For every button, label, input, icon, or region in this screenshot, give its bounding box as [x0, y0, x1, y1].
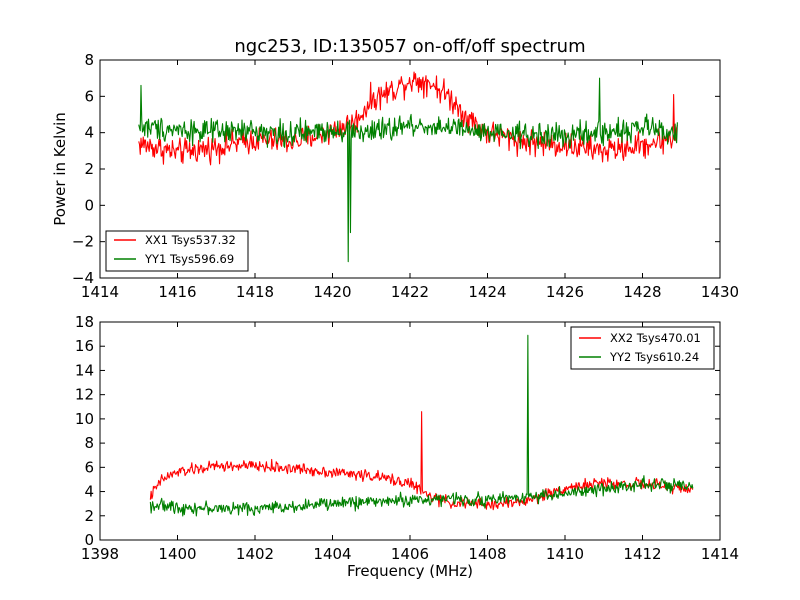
top-y-tick-label: 2: [84, 160, 94, 178]
top-y-tick-label: 6: [84, 87, 94, 105]
bottom-y-tick-label: 14: [75, 361, 94, 379]
bottom-x-tick-label: 1408: [468, 545, 506, 563]
bottom-x-tick-label: 1412: [623, 545, 661, 563]
bottom-legend-box: [570, 326, 715, 370]
bottom-y-tick-label: 10: [75, 410, 94, 428]
top-ylabel: Power in Kelvin: [51, 112, 69, 226]
bottom-y-tick-label: 16: [75, 337, 94, 355]
top-x-tick-label: 1418: [236, 283, 274, 301]
top-y-tick-label: 0: [84, 196, 94, 214]
bottom-series-line-xx: [149, 411, 694, 511]
top-y-tick-label: −4: [72, 269, 94, 287]
bottom-x-tick-label: 1402: [236, 545, 274, 563]
bottom-x-tick-label: 1400: [158, 545, 196, 563]
bottom-spectrum-panel: Frequency (MHz) XX2 Tsys470.01 YY2 Tsys6…: [75, 313, 739, 580]
top-legend-box: [105, 230, 249, 272]
bottom-legend-label-yy2: YY2 Tsys610.24: [609, 350, 699, 364]
top-legend: XX1 Tsys537.32 YY1 Tsys596.69: [105, 230, 249, 272]
bottom-y-tick-label: 6: [84, 458, 94, 476]
top-x-tick-label: 1426: [546, 283, 584, 301]
bottom-y-tick-label: 0: [84, 531, 94, 549]
bottom-y-tick-label: 8: [84, 434, 94, 452]
bottom-xlabel: Frequency (MHz): [347, 562, 473, 580]
bottom-x-tick-label: 1406: [391, 545, 429, 563]
bottom-plot-area: [149, 334, 694, 517]
top-legend-label-xx1: XX1 Tsys537.32: [145, 233, 236, 247]
bottom-legend-label-xx2: XX2 Tsys470.01: [610, 331, 701, 345]
top-legend-label-yy1: YY1 Tsys596.69: [144, 252, 234, 266]
top-plot-area: [138, 71, 678, 263]
bottom-y-tick-label: 12: [75, 386, 94, 404]
top-x-tick-label: 1430: [701, 283, 739, 301]
top-y-tick-label: 8: [84, 51, 94, 69]
bottom-y-tick-label: 18: [75, 313, 94, 331]
top-x-tick-label: 1422: [391, 283, 429, 301]
top-x-tick-label: 1424: [468, 283, 506, 301]
bottom-y-tick-label: 2: [84, 507, 94, 525]
top-series-line-yy: [138, 77, 678, 263]
bottom-x-tick-label: 1414: [701, 545, 739, 563]
bottom-legend: XX2 Tsys470.01 YY2 Tsys610.24: [570, 326, 715, 370]
figure-title: ngc253, ID:135057 on-off/off spectrum: [234, 36, 585, 57]
bottom-x-tick-label: 1410: [546, 545, 584, 563]
bottom-x-tick-label: 1404: [313, 545, 351, 563]
top-y-tick-label: −2: [72, 233, 94, 251]
top-x-tick-label: 1414: [81, 283, 119, 301]
top-spectrum-panel: Power in Kelvin XX1 Tsys537.32 YY1 Tsys5…: [51, 51, 739, 301]
bottom-x-tick-label: 1398: [81, 545, 119, 563]
top-x-tick-label: 1416: [158, 283, 196, 301]
bottom-y-tick-label: 4: [84, 483, 94, 501]
top-x-tick-label: 1428: [623, 283, 661, 301]
bottom-series-line-yy: [149, 334, 694, 517]
top-y-tick-label: 4: [84, 124, 94, 142]
top-x-tick-label: 1420: [313, 283, 351, 301]
